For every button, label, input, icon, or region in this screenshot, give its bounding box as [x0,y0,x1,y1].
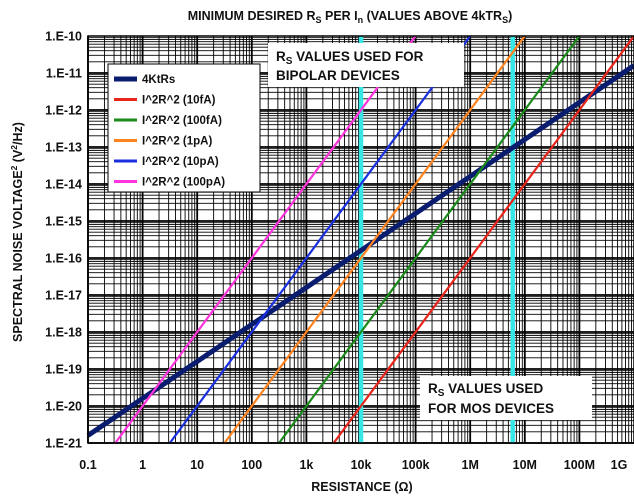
series-line-5 [114,35,417,444]
x-axis-title: RESISTANCE (Ω) [311,480,412,494]
y-tick-label: 1.E-17 [45,289,82,303]
legend-label: I^2R^2 (10pA) [142,156,219,168]
x-tick-label: 1M [462,458,479,472]
y-tick-label: 1.E-18 [45,326,82,340]
legend-label: 4KtRs [142,74,175,86]
y-tick-label: 1.E-12 [45,104,82,118]
data-series [86,35,634,444]
vertical-markers [358,36,515,443]
x-tick-labels: 0.1 1 10 100 1k 10k 100k 1M 10M 100M 1G [79,458,627,472]
y-tick-labels: 1.E-10 1.E-11 1.E-12 1.E-13 1.E-14 1.E-15 1.E-… [45,30,82,451]
y-tick-label: 1.E-10 [45,30,82,44]
x-tick-label: 1 [139,458,146,472]
plot-frame [87,35,634,444]
annotation-mos-line1: RS VALUES USED [428,381,543,399]
y-tick-label: 1.E-11 [46,67,82,81]
legend-label: I^2R^2 (10fA) [142,95,216,107]
chart-title: MINIMUM DESIRED RS PER In (VALUES ABOVE … [188,9,513,25]
y-axis-title: SPECTRAL NOISE VOLTAGE2 (V2/Hz) [9,122,25,342]
series-line-2 [278,35,581,444]
annotation-mos-box [420,376,592,420]
y-tick-label: 1.E-19 [45,363,82,377]
x-tick-label: 10k [351,458,372,472]
y-tick-label: 1.E-20 [45,400,82,414]
x-tick-label: 1G [611,458,628,472]
x-tick-label: 0.1 [79,458,96,472]
series-line-3 [223,35,526,444]
y-tick-label: 1.E-13 [45,141,82,155]
series-line-0 [86,63,634,438]
x-tick-label: 100 [241,458,262,472]
x-tick-label: 100k [402,458,430,472]
x-tick-label: 10M [513,458,537,472]
annotation-mos-line2: FOR MOS DEVICES [428,401,554,416]
y-tick-label: 1.E-15 [45,215,82,229]
legend-label: I^2R^2 (1pA) [142,136,212,148]
legend-box [107,63,261,193]
annotation-mos: RS VALUES USED FOR MOS DEVICES [420,376,592,420]
legend: 4KtRs I^2R^2 (10fA) I^2R^2 (100fA) I^2R^2 (… [107,63,261,193]
annotation-bipolar-line1: RS VALUES USED FOR [276,49,424,67]
annotation-bipolar: RS VALUES USED FOR BIPOLAR DEVICES [268,43,464,87]
legend-label: I^2R^2 (100fA) [142,115,222,127]
series-line-4 [169,35,472,444]
y-tick-label: 1.E-16 [45,252,82,266]
x-tick-label: 1k [299,458,313,472]
annotation-bipolar-line2: BIPOLAR DEVICES [276,68,400,83]
x-tick-label: 100M [564,458,595,472]
annotation-bipolar-box [268,43,464,87]
x-tick-label: 10 [190,458,204,472]
y-tick-label: 1.E-14 [45,178,82,192]
y-tick-label: 1.E-21 [45,437,82,451]
series-line-1 [332,35,634,444]
legend-label: I^2R^2 (100pA) [142,177,225,189]
